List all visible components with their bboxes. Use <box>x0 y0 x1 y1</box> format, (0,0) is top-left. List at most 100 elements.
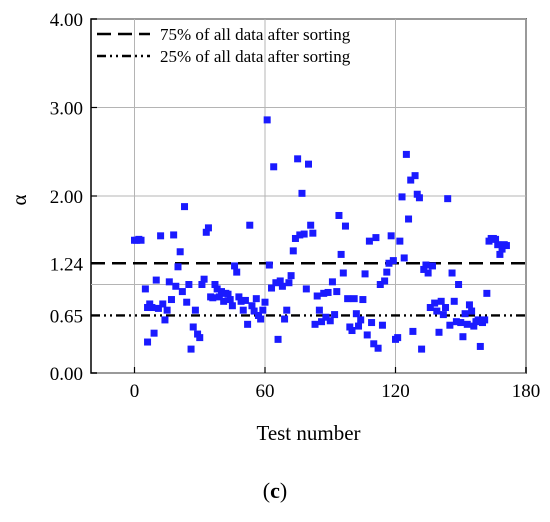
data-point <box>444 195 452 203</box>
data-point <box>311 320 319 328</box>
data-point <box>170 231 178 239</box>
data-point <box>494 241 502 249</box>
data-point <box>433 307 441 315</box>
data-point <box>452 318 460 326</box>
data-point <box>407 176 415 184</box>
data-point <box>150 329 158 337</box>
x-tick-label: 0 <box>130 381 140 402</box>
data-point <box>294 155 302 163</box>
reference-lines <box>91 262 526 317</box>
data-point <box>291 234 299 242</box>
data-point <box>185 281 193 288</box>
axes: 0 60 120 180 0.00 0.65 1.24 2.00 3.00 4.00 <box>50 10 541 402</box>
data-point <box>335 211 343 219</box>
data-point <box>137 236 145 244</box>
data-point <box>204 224 212 232</box>
data-point <box>322 313 330 321</box>
data-point <box>318 318 326 326</box>
data-point <box>189 323 197 331</box>
data-point <box>385 259 393 267</box>
data-point <box>198 281 206 288</box>
data-point <box>298 189 306 197</box>
data-point <box>346 323 354 331</box>
data-point <box>357 316 365 324</box>
y-tick-label: 0.00 <box>50 364 83 385</box>
data-point <box>459 333 467 341</box>
data-point <box>341 222 349 230</box>
data-point <box>348 327 356 335</box>
data-point <box>474 316 482 324</box>
data-point <box>281 315 289 323</box>
data-point <box>468 307 476 315</box>
data-point <box>422 261 430 269</box>
data-point <box>320 289 328 297</box>
data-point <box>496 250 504 258</box>
data-point <box>226 296 234 304</box>
data-point <box>376 281 384 288</box>
data-point <box>461 310 469 318</box>
data-point <box>498 245 506 253</box>
data-point <box>213 285 221 293</box>
data-point <box>141 285 149 293</box>
data-point <box>455 281 463 288</box>
data-point <box>211 281 219 288</box>
data-point <box>239 306 247 314</box>
y-axis-title: α <box>7 194 31 205</box>
data-point <box>241 296 249 304</box>
data-point <box>492 235 500 243</box>
data-point <box>450 297 458 305</box>
data-point <box>191 306 199 314</box>
data-point <box>305 160 312 168</box>
data-point <box>163 306 171 314</box>
data-point <box>176 248 184 256</box>
y-tick-label: 1.24 <box>50 254 84 275</box>
data-points <box>131 116 510 353</box>
data-point <box>502 242 510 250</box>
data-point <box>307 221 315 229</box>
data-point <box>178 288 186 296</box>
data-point <box>235 293 243 301</box>
data-point <box>396 237 404 245</box>
data-point <box>302 285 310 293</box>
caption-close: ) <box>279 478 288 503</box>
data-point <box>194 330 202 338</box>
data-point <box>237 297 245 305</box>
data-point <box>365 237 373 245</box>
data-point <box>165 278 173 286</box>
data-point <box>157 232 165 240</box>
data-point <box>374 344 382 352</box>
data-point <box>296 231 304 239</box>
data-point <box>331 311 339 319</box>
data-point <box>274 335 282 343</box>
data-point <box>481 316 489 324</box>
data-point <box>413 190 421 198</box>
data-point <box>161 316 169 324</box>
data-point <box>148 304 156 312</box>
data-point <box>361 270 369 278</box>
data-point <box>400 254 408 262</box>
data-point <box>370 340 378 348</box>
data-point <box>442 304 450 312</box>
x-tick-label: 180 <box>512 381 541 402</box>
data-point <box>315 306 323 314</box>
data-point <box>363 331 371 339</box>
data-point <box>300 230 308 238</box>
data-point <box>381 277 389 285</box>
y-tick-label: 2.00 <box>50 187 83 208</box>
data-point <box>183 298 191 306</box>
data-point <box>326 317 334 325</box>
data-point <box>152 276 160 284</box>
y-tick-label: 0.65 <box>50 306 83 327</box>
data-point <box>428 262 436 270</box>
data-point <box>268 284 276 292</box>
data-point <box>250 307 258 315</box>
data-point <box>405 215 413 223</box>
data-point <box>220 297 228 305</box>
data-point <box>359 296 367 304</box>
data-point <box>368 319 376 327</box>
data-point <box>448 269 456 277</box>
scatter-chart: 0 60 120 180 0.00 0.65 1.24 2.00 3.00 4.00 75% of… <box>7 10 541 445</box>
data-point <box>246 221 254 229</box>
data-point <box>344 295 352 303</box>
data-point <box>402 150 410 158</box>
